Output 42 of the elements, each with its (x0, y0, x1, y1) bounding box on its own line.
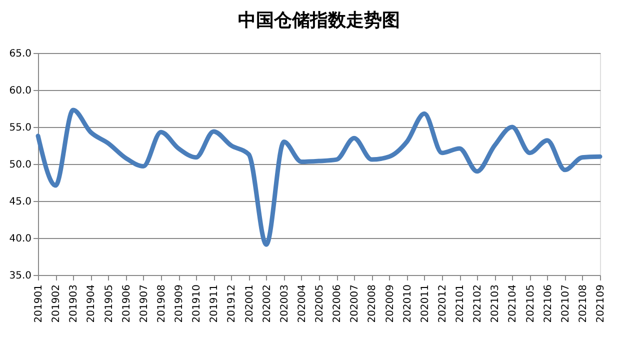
x-tick-label: 202009 (384, 284, 396, 323)
y-tick-label: 55.0 (9, 122, 32, 134)
x-tick-label: 202102 (472, 284, 484, 323)
x-tick-label: 202103 (490, 284, 502, 323)
x-tick-label: 202108 (578, 284, 589, 323)
x-tick-label: 201908 (156, 284, 168, 323)
x-tick-label: 201904 (86, 284, 98, 323)
y-tick-label: 45.0 (9, 196, 32, 208)
y-tick-label: 35.0 (9, 270, 32, 282)
x-tick-label: 202101 (455, 284, 466, 323)
y-tick-label: 65.0 (9, 48, 32, 60)
x-tick-label: 201910 (192, 284, 203, 323)
chart-title: 中国仓储指数走势图 (238, 10, 400, 31)
x-tick-label: 201905 (104, 284, 115, 323)
x-tick-label: 201906 (121, 284, 132, 323)
x-tick-label: 201903 (68, 284, 80, 323)
x-tick-label: 202107 (560, 284, 572, 323)
x-tick-label: 202012 (437, 284, 448, 323)
x-tick-label: 202011 (420, 284, 431, 323)
x-tick-label: 201907 (138, 284, 150, 323)
x-tick-label: 201912 (226, 284, 238, 323)
x-tick-label: 202003 (279, 284, 290, 323)
x-tick-label: 202105 (525, 284, 536, 323)
x-tick-label: 201902 (51, 284, 62, 323)
x-tick-label: 202005 (314, 284, 326, 323)
x-tick-label: 201901 (34, 284, 44, 323)
x-tick-label: 202006 (332, 284, 344, 323)
x-tick-label: 202008 (367, 284, 378, 323)
x-tick-label: 202001 (244, 284, 256, 323)
x-tick-label: 202004 (296, 284, 308, 323)
x-tick-label: 202010 (402, 284, 414, 323)
x-tick-label: 201911 (209, 284, 220, 323)
x-tick-label: 201909 (174, 284, 185, 323)
x-tick-label: 202104 (508, 284, 519, 323)
x-tick-label: 202002 (262, 284, 273, 323)
x-tick-label: 202007 (350, 284, 361, 323)
line-series (36, 108, 602, 247)
y-tick-label: 50.0 (9, 160, 32, 170)
y-tick-label: 40.0 (9, 234, 32, 244)
x-tick-label: 202106 (542, 284, 554, 323)
x-tick-label: 202109 (596, 284, 606, 323)
y-tick-label: 60.0 (9, 86, 32, 96)
